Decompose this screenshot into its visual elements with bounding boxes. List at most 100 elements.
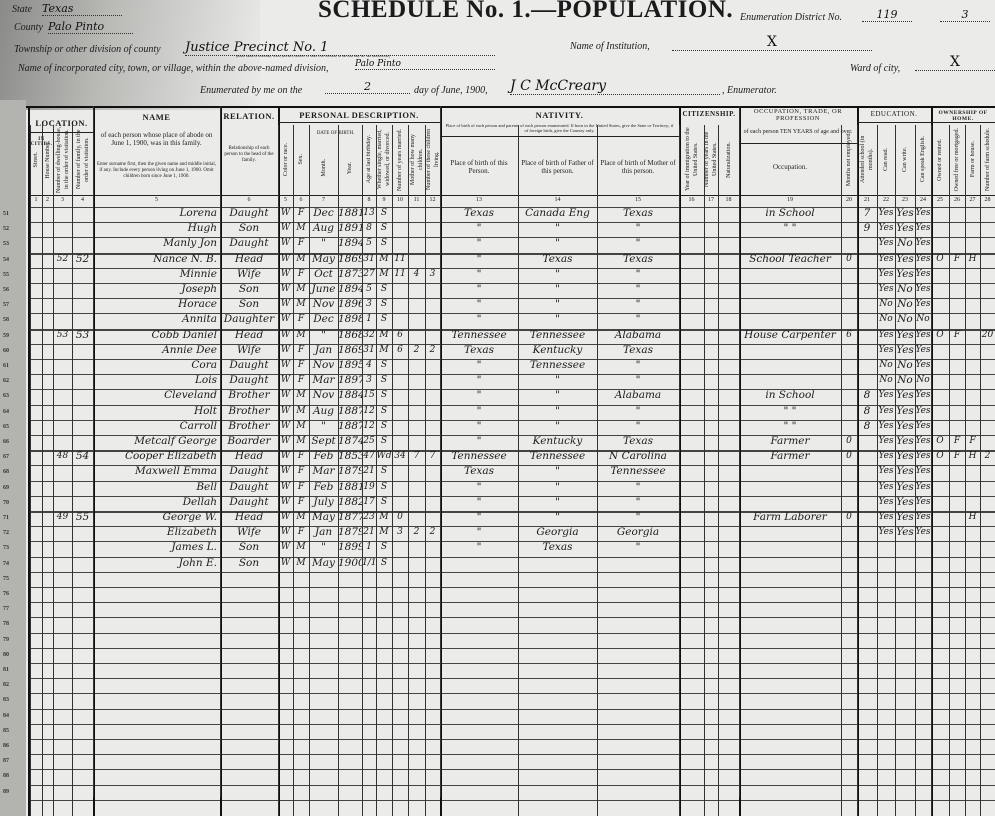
district-label: Enumeration District No. <box>740 12 842 23</box>
line-number: 88 <box>3 773 9 780</box>
line-number: 64 <box>3 408 9 415</box>
cell-family: 52 <box>75 252 90 265</box>
table-row: 89 <box>0 785 995 800</box>
column-number: 19 <box>787 197 793 203</box>
column-divider <box>877 125 878 816</box>
cell-occupation: Farm Laborer <box>753 511 827 523</box>
line-number: 67 <box>3 454 9 461</box>
cell-age: 5 <box>366 284 372 294</box>
column-divider <box>704 125 705 816</box>
cell-color: W <box>280 375 291 386</box>
column-divider <box>338 125 339 816</box>
cell-marital: S <box>380 481 388 492</box>
column-number: 5 <box>155 197 158 203</box>
cell-birth: " <box>476 374 482 387</box>
cell-name: Horace <box>178 298 217 311</box>
cell-age: 17 <box>363 496 375 507</box>
row-rule <box>28 769 995 771</box>
cell-color: W <box>280 360 291 370</box>
cell-marital: S <box>380 405 388 416</box>
column-header-label: Number of years married. <box>397 128 403 191</box>
date-of-birth-header: DATE OF BIRTH. <box>316 131 355 136</box>
column-number: 25 <box>937 197 943 203</box>
cell-color: W <box>280 253 291 264</box>
line-number: 71 <box>3 515 9 521</box>
cell-occupation: School Teacher <box>749 252 831 265</box>
cell-father: Texas <box>542 541 573 554</box>
column-header-father: Place of birth of Father of this person. <box>519 140 596 193</box>
cell-relation: Son <box>238 283 260 295</box>
nativity-description: Place of birth of each person and parent… <box>445 123 674 133</box>
column-header-label: Month. <box>320 159 327 177</box>
cell-year: 1877 <box>338 511 362 523</box>
row-rule <box>28 283 995 284</box>
cell-marital: S <box>380 496 388 507</box>
cell-age: 25 <box>363 436 375 446</box>
cell-occupation: Farmer <box>770 450 810 463</box>
row-rule <box>28 419 995 421</box>
cell-marital: S <box>380 299 388 310</box>
cell-dwelling: 52 <box>56 253 69 264</box>
group-ownership: OWNERSHIP OF HOME. <box>938 110 988 122</box>
table-row: 84 <box>0 709 995 724</box>
cell-speak: Yes <box>915 268 931 279</box>
column-divider <box>425 125 426 816</box>
column-divider <box>42 125 43 816</box>
cell-year: 1873 <box>338 267 362 280</box>
cell-read: Yes <box>878 208 894 218</box>
column-header-schedule: Number of farm schedule. <box>981 126 994 193</box>
column-number: 14 <box>554 197 561 203</box>
column-header-label: Owned free or mortgaged. <box>954 127 960 192</box>
cell-name: Bell <box>196 480 217 493</box>
enumerator-name: J C McCreary <box>510 78 720 95</box>
line-number: 80 <box>3 651 9 658</box>
cell-month: Feb <box>313 480 334 493</box>
cell-relation: Daught <box>229 207 269 219</box>
column-header-mother-of: Mother of how many children. <box>409 126 424 193</box>
table-row: 51 Lorena Daught WF Dec 188113 S Texas Canada En… <box>0 207 995 222</box>
row-rule <box>28 495 995 497</box>
cell-mother: Alabama <box>614 389 662 402</box>
cell-color: W <box>280 208 291 218</box>
cell-color: W <box>280 481 291 492</box>
line-number: 58 <box>3 317 9 324</box>
cell-father: Kentucky <box>532 435 583 447</box>
line-number: 77 <box>3 606 9 613</box>
cell-write: No <box>897 374 913 387</box>
column-header-label: Can write. <box>902 147 908 172</box>
cell-father: " <box>555 495 560 508</box>
cell-mother: " <box>635 359 641 371</box>
cell-age: 3 <box>366 375 372 386</box>
city-value: Palo Pinto <box>355 59 495 70</box>
cell-speak: Yes <box>915 466 931 477</box>
cell-family: 53 <box>75 328 90 341</box>
column-number: 10 <box>397 197 403 203</box>
cell-age: 13 <box>363 208 375 218</box>
cell-month: Oct <box>314 267 333 280</box>
cell-write: Yes <box>896 222 914 235</box>
column-header-month: Month. <box>310 143 337 193</box>
row-rule <box>28 313 995 315</box>
cell-speak: Yes <box>915 344 931 355</box>
cell-father: Tennessee <box>529 359 586 371</box>
cell-write: Yes <box>896 328 914 341</box>
cell-read: Yes <box>878 344 894 355</box>
row-rule <box>28 723 995 725</box>
row-rule <box>28 207 995 208</box>
cell-owned: O <box>936 436 944 446</box>
column-number: 17 <box>708 197 714 203</box>
cell-month: July <box>313 495 334 508</box>
cell-age: 15 <box>363 390 375 401</box>
row-rule <box>28 541 995 543</box>
cell-birth: " <box>476 237 482 250</box>
line-number: 81 <box>3 667 9 673</box>
column-header-occupation: Occupation. <box>740 140 840 193</box>
cell-speak: Yes <box>915 238 931 249</box>
cell-birth: " <box>476 526 482 539</box>
cell-father: " <box>555 222 560 235</box>
cell-age: 8 <box>366 223 372 234</box>
